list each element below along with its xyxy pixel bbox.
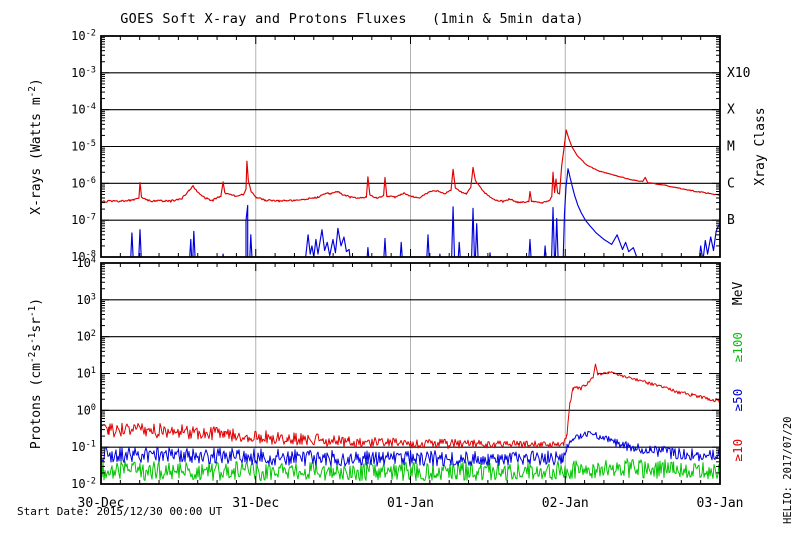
start-date-label: Start Date: 2015/12/30 00:00 UT [17,505,223,518]
xray-long-trace [101,129,720,204]
x-tick-label: 01-Jan [387,496,434,511]
x-tick-label: 30-Dec [78,496,125,511]
protons-ge10-trace [101,363,720,449]
xray-y-axis-title: X-rays (Watts m-2) [27,78,44,215]
y-tick-label: 10-4 [71,102,96,117]
xray-class-label: C [727,176,735,191]
helio-watermark: HELIO: 2017/07/20 [782,416,794,524]
xray-ticks [100,35,721,258]
x-tick-label: 31-Dec [232,496,279,511]
protons-panel [100,262,721,485]
protons-right-axis-title: MeV [731,281,746,305]
y-tick-label: 10-1 [71,440,96,455]
energy-channel-label: ≥100 [730,332,745,362]
y-tick-label: 10-3 [71,65,96,80]
protons-y-axis-title: Protons (cm-2s-1sr-1) [27,298,44,449]
y-tick-label: 102 [76,329,96,344]
x-tick-label: 02-Jan [542,496,589,511]
y-tick-label: 10-5 [71,139,96,154]
xray-class-label: B [727,213,735,228]
y-tick-label: 10-6 [71,176,96,191]
y-tick-label: 103 [76,292,96,307]
xray-panel [100,35,721,258]
protons-ge50-trace [101,430,720,467]
protons-ge100-trace [101,458,720,482]
protons-ticks [100,262,721,485]
xray-class-label: X [727,103,735,118]
xray-class-label: M [727,140,735,155]
energy-channel-label: ≥10 [730,439,745,462]
x-tick-label: 03-Jan [697,496,744,511]
y-tick-label: 10-7 [71,213,96,228]
xray-class-label: X10 [727,66,750,81]
xray-short-trace [130,168,720,257]
y-tick-label: 10-2 [71,476,96,491]
energy-channel-label: ≥50 [730,389,745,412]
y-tick-label: 10-2 [71,28,96,43]
y-tick-label: 104 [76,255,96,270]
xray-right-axis-title: Xray Class [753,107,768,185]
y-tick-label: 100 [76,403,96,418]
chart-title: GOES Soft X-ray and Protons Fluxes (1min… [120,11,584,27]
y-tick-label: 101 [76,366,96,381]
y-tick-label: 10-8 [71,249,96,264]
